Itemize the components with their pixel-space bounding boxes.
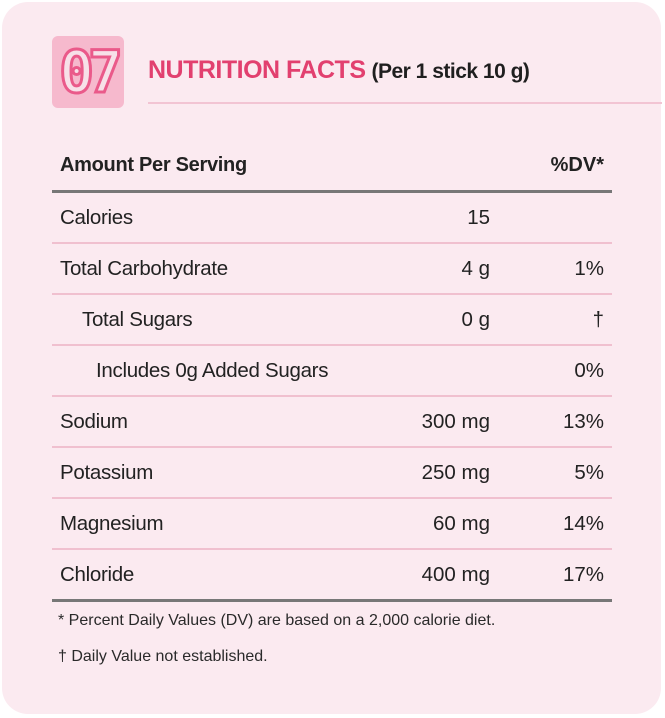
nutrient-amount: 0 g: [461, 308, 491, 331]
nutrient-label: Total Sugars: [82, 308, 193, 331]
table-row-calories: Calories 15: [52, 193, 612, 244]
table-row-potassium: Potassium 250 mg 5%: [52, 448, 612, 499]
nutrient-label: Calories: [60, 206, 133, 229]
nutrient-amount: 60 mg: [433, 512, 490, 535]
nutrient-label: Magnesium: [60, 512, 164, 535]
dv-footnote: * Percent Daily Values (DV) are based on…: [58, 612, 496, 629]
nutrient-amount: 400 mg: [421, 563, 490, 586]
nutrient-label: Sodium: [60, 410, 128, 433]
dagger-footnote: † Daily Value not established.: [58, 648, 268, 665]
header-divider: [148, 102, 662, 104]
nutrient-amount: 4 g: [461, 257, 491, 280]
nutrient-amount: 250 mg: [421, 461, 490, 484]
nutrient-label: Chloride: [60, 563, 134, 586]
header-daily-value: %DV*: [550, 154, 604, 176]
nutrient-dv: †: [592, 308, 604, 331]
table-header: Amount Per Serving %DV*: [52, 142, 612, 193]
nutrient-label: Potassium: [60, 461, 154, 484]
table-row-total-carbohydrate: Total Carbohydrate 4 g 1%: [52, 244, 612, 295]
nutrition-table: Amount Per Serving %DV* Calories 15 Tota…: [52, 142, 612, 602]
nutrient-dv: 5%: [574, 461, 604, 484]
header-amount-per-serving: Amount Per Serving: [60, 154, 247, 176]
table-row-magnesium: Magnesium 60 mg 14%: [52, 499, 612, 550]
section-header: 07 NUTRITION FACTS (Per 1 stick 10 g): [52, 36, 662, 108]
section-title: NUTRITION FACTS (Per 1 stick 10 g): [148, 56, 530, 85]
footnotes: * Percent Daily Values (DV) are based on…: [58, 610, 495, 682]
table-row-total-sugars: Total Sugars 0 g †: [52, 295, 612, 346]
table-row-sodium: Sodium 300 mg 13%: [52, 397, 612, 448]
nutrient-amount: 15: [467, 206, 490, 229]
table-row-chloride: Chloride 400 mg 17%: [52, 550, 612, 602]
nutrient-dv: 13%: [562, 410, 604, 433]
title-text: NUTRITION FACTS: [148, 56, 366, 84]
nutrient-dv: 1%: [574, 257, 604, 280]
serving-size-text: (Per 1 stick 10 g): [371, 60, 530, 83]
nutrient-dv: 0%: [574, 359, 604, 382]
nutrient-label: Total Carbohydrate: [60, 257, 228, 280]
nutrient-dv: 17%: [562, 563, 604, 586]
nutrient-label: Includes 0g Added Sugars: [96, 359, 329, 382]
table-row-added-sugars: Includes 0g Added Sugars 0%: [52, 346, 612, 397]
nutrient-dv: 14%: [562, 512, 604, 535]
section-number-badge: 07: [52, 36, 124, 108]
nutrient-amount: 300 mg: [421, 410, 490, 433]
